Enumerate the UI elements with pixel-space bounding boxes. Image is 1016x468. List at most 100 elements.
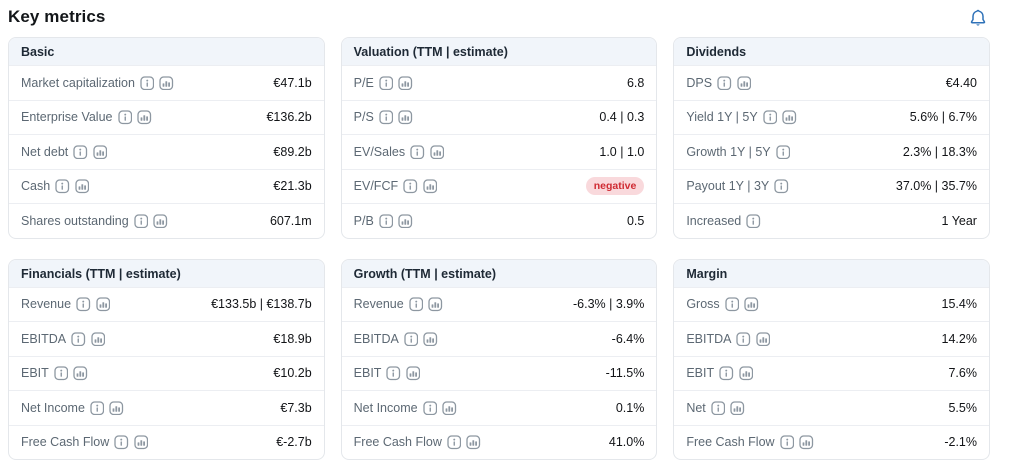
info-icon[interactable]: [410, 144, 425, 160]
info-icon[interactable]: [55, 179, 70, 194]
metric-value: 5.6% | 6.7%: [909, 110, 977, 125]
chart-icon[interactable]: [398, 75, 413, 91]
chart-icon[interactable]: [730, 400, 745, 416]
notification-bell-button[interactable]: [966, 7, 990, 30]
metric-row: Net 5.5%: [674, 390, 989, 425]
chart-icon[interactable]: [744, 297, 759, 312]
chart-icon[interactable]: [756, 331, 771, 347]
chart-icon[interactable]: [442, 400, 457, 416]
info-icon[interactable]: [379, 213, 394, 229]
chart-icon[interactable]: [738, 366, 754, 381]
chart-icon[interactable]: [429, 144, 445, 160]
chart-icon[interactable]: [736, 75, 752, 91]
metric-label: EBIT: [21, 366, 49, 381]
info-icon[interactable]: [736, 331, 751, 347]
info-icon[interactable]: [775, 144, 791, 160]
chart-icon[interactable]: [398, 110, 413, 125]
bell-icon: [968, 9, 988, 28]
metric-value: 0.4 | 0.3: [599, 110, 645, 125]
metrics-card-financials: Financials (TTM | estimate) Revenue €133…: [8, 258, 325, 460]
metric-value: 5.5%: [948, 400, 977, 415]
metric-label: EV/Sales: [353, 144, 406, 159]
info-icon[interactable]: [379, 110, 394, 125]
metric-value: -11.5%: [605, 366, 645, 381]
chart-icon[interactable]: [137, 110, 152, 125]
metric-value: 37.0% | 35.7%: [895, 179, 977, 194]
info-icon[interactable]: [409, 297, 424, 312]
chart-icon[interactable]: [428, 297, 443, 312]
chart-icon[interactable]: [422, 179, 438, 194]
metric-row: P/S 0.4 | 0.3: [341, 99, 657, 135]
metric-row: EV/FCF negative: [341, 168, 657, 204]
metric-row: Net debt €89.2b: [9, 134, 324, 169]
info-icon[interactable]: [73, 144, 88, 160]
info-icon[interactable]: [779, 435, 795, 450]
info-icon[interactable]: [90, 400, 105, 416]
chart-icon[interactable]: [73, 366, 88, 381]
info-icon[interactable]: [140, 75, 155, 91]
info-icon[interactable]: [725, 297, 740, 312]
info-icon[interactable]: [404, 331, 419, 347]
metric-row: Yield 1Y | 5Y 5.6% | 6.7%: [674, 99, 989, 135]
info-icon[interactable]: [54, 366, 69, 381]
info-icon[interactable]: [379, 75, 394, 91]
chart-icon[interactable]: [95, 297, 111, 312]
info-icon[interactable]: [763, 110, 778, 125]
metric-row: Market capitalization €47.1b: [9, 65, 324, 100]
metric-row: EBIT €10.2b: [9, 355, 324, 391]
page-title: Key metrics: [8, 7, 106, 26]
info-icon[interactable]: [134, 213, 149, 229]
chart-icon[interactable]: [466, 435, 481, 450]
info-icon[interactable]: [76, 297, 91, 312]
info-icon[interactable]: [114, 435, 129, 450]
chart-icon[interactable]: [406, 366, 421, 381]
info-icon[interactable]: [422, 400, 438, 416]
info-icon[interactable]: [711, 400, 726, 416]
info-icon[interactable]: [71, 331, 86, 347]
info-icon[interactable]: [403, 179, 418, 194]
metric-label: DPS: [686, 75, 713, 90]
metric-row: EBITDA -6.4%: [341, 321, 657, 356]
metric-value: €21.3b: [273, 179, 312, 194]
chart-icon[interactable]: [134, 435, 149, 450]
metric-value: -6.3% | 3.9%: [572, 297, 645, 312]
metric-label: Cash: [21, 179, 51, 194]
metric-row: EBIT -11.5%: [341, 355, 657, 391]
chart-icon[interactable]: [423, 331, 438, 347]
key-metrics-grid: Basic Market capitalization €47.1b Enter…: [0, 36, 1016, 468]
metric-value: 7.6%: [948, 366, 977, 381]
chart-icon[interactable]: [109, 400, 124, 416]
card-title: Financials (TTM | estimate): [9, 259, 324, 287]
info-icon[interactable]: [717, 75, 732, 91]
metric-value: 41.0%: [608, 435, 645, 450]
info-icon[interactable]: [447, 435, 462, 450]
metric-row: Shares outstanding 607.1m: [9, 203, 324, 238]
card-title: Basic: [9, 38, 324, 65]
metric-value: 14.2%: [941, 331, 977, 346]
chart-icon[interactable]: [799, 435, 814, 450]
info-icon[interactable]: [386, 366, 401, 381]
metric-label: EBITDA: [21, 331, 67, 346]
chart-icon[interactable]: [782, 110, 797, 125]
card-title: Margin: [674, 259, 989, 287]
info-icon[interactable]: [746, 213, 761, 229]
info-icon[interactable]: [774, 179, 789, 194]
chart-icon[interactable]: [75, 179, 90, 194]
metric-value: €18.9b: [273, 331, 312, 346]
chart-icon[interactable]: [91, 331, 106, 347]
chart-icon[interactable]: [159, 75, 174, 91]
metric-label: Free Cash Flow: [21, 435, 110, 450]
chart-icon[interactable]: [398, 213, 413, 229]
metric-label: EV/FCF: [353, 179, 399, 194]
info-icon[interactable]: [117, 110, 133, 125]
metric-row: P/E 6.8: [341, 65, 657, 100]
chart-icon[interactable]: [153, 213, 168, 229]
metric-row: Free Cash Flow 41.0%: [341, 424, 657, 460]
metric-value: 1.0 | 1.0: [599, 144, 645, 159]
metric-value: 6.8: [626, 75, 645, 90]
chart-icon[interactable]: [93, 144, 108, 160]
metric-label: Net Income: [21, 400, 85, 415]
info-icon[interactable]: [719, 366, 734, 381]
negative-badge: negative: [585, 177, 645, 196]
metric-value: -6.4%: [611, 331, 645, 346]
